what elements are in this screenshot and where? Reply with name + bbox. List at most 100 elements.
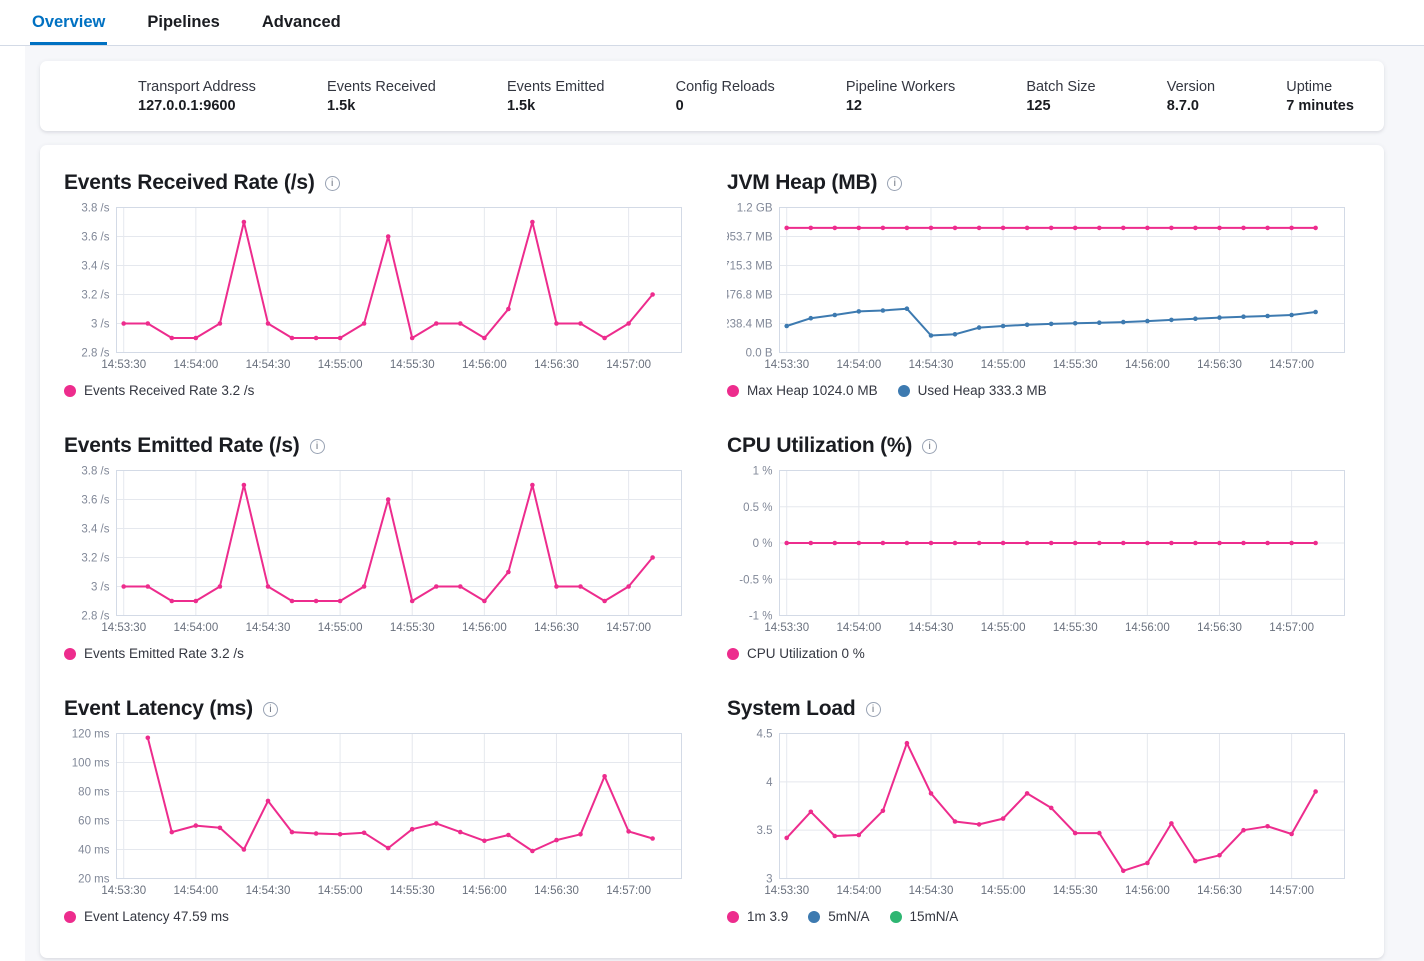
data-point	[434, 821, 439, 826]
data-point	[385, 845, 391, 851]
tab-pipelines[interactable]: Pipelines	[145, 0, 221, 45]
legend-item[interactable]: CPU Utilization 0 %	[727, 646, 865, 661]
data-point	[1169, 317, 1174, 323]
data-point	[313, 335, 319, 341]
chart-canvas: 14:53:30 14:54:00 14:54:30 14:55:00 14:55:30…	[739, 466, 1345, 634]
data-point	[1217, 225, 1222, 231]
y-axis-tick-label: 3.4 /s	[81, 524, 109, 536]
info-icon[interactable]: i	[922, 438, 938, 454]
series-line	[122, 484, 654, 602]
chart-canvas: 14:53:30 14:54:00 14:54:30 14:55:00 14:55:30…	[72, 729, 682, 897]
x-axis-tick-label: 14:56:00	[462, 885, 507, 897]
info-icon[interactable]: i	[865, 701, 881, 717]
data-point	[1072, 321, 1078, 326]
chart-events-emitted-rate: Events Emitted Rate (/s) i 14:53:30 14:54…	[64, 434, 697, 661]
y-axis-tick-label: 4	[766, 777, 773, 789]
summary-label: Events Emitted	[506, 78, 605, 95]
legend-item[interactable]: Max Heap 1024.0 MB	[727, 383, 878, 398]
summary-batch-size: Batch Size 125	[1026, 79, 1095, 114]
data-point	[832, 312, 838, 318]
legend-label: Max Heap 1024.0 MB	[747, 383, 878, 398]
tab-overview[interactable]: Overview	[30, 0, 108, 45]
data-point	[1121, 540, 1126, 546]
data-point	[952, 225, 958, 231]
x-axis-tick-label: 14:57:00	[606, 885, 651, 897]
x-axis-tick-label: 14:54:00	[836, 359, 881, 371]
data-point	[832, 540, 838, 546]
data-point	[385, 234, 391, 239]
summary-label: Config Reloads	[675, 78, 775, 95]
data-point	[530, 848, 535, 854]
data-point	[434, 584, 439, 589]
chart-canvas: 14:53:30 14:54:00 14:54:30 14:55:00 14:55:30…	[727, 203, 1345, 371]
y-axis-tick-label: 80 ms	[78, 787, 110, 799]
legend-item[interactable]: Used Heap 333.3 MB	[897, 383, 1047, 398]
data-point	[169, 598, 175, 604]
legend-label: Events Received Rate 3.2 /s	[84, 383, 255, 398]
data-point	[1217, 315, 1222, 320]
data-point	[1193, 316, 1198, 321]
legend-item[interactable]: Events Emitted Rate 3.2 /s	[64, 646, 244, 661]
data-point	[241, 482, 247, 488]
legend-item[interactable]: 5mN/A	[808, 909, 870, 924]
chart-legend: Max Heap 1024.0 MB Used Heap 333.3 MB	[727, 383, 1360, 398]
data-point	[880, 808, 886, 814]
data-point	[976, 540, 982, 546]
data-point	[904, 306, 910, 311]
y-axis-tick-label: 0.5 %	[743, 502, 772, 514]
info-icon[interactable]: i	[262, 701, 278, 717]
data-point	[1241, 225, 1246, 231]
x-axis-tick-label: 14:54:00	[173, 622, 218, 634]
data-point	[976, 325, 982, 330]
legend-dot	[727, 384, 739, 397]
data-point	[1169, 225, 1174, 231]
data-point	[904, 540, 910, 546]
data-point	[784, 323, 789, 329]
data-point	[1000, 323, 1006, 329]
data-point	[880, 540, 886, 546]
y-axis-tick-label: 0.0 B	[746, 348, 773, 360]
x-axis-tick-label: 14:56:00	[1125, 622, 1170, 634]
info-icon[interactable]: i	[309, 438, 325, 454]
y-axis-tick-label: 0 %	[753, 538, 773, 550]
data-point	[409, 826, 415, 832]
chart-legend: Event Latency 47.59 ms	[64, 909, 697, 924]
x-axis-tick-label: 14:56:00	[1125, 885, 1170, 897]
data-point	[808, 540, 814, 546]
data-point	[241, 219, 247, 225]
summary-value: 0	[675, 97, 684, 114]
legend-item[interactable]: 15mN/A	[889, 909, 958, 924]
y-axis-tick-label: 3.6 /s	[81, 495, 109, 507]
legend-dot	[64, 384, 76, 397]
legend-item[interactable]: Events Received Rate 3.2 /s	[64, 383, 254, 398]
data-point	[904, 225, 910, 231]
data-point	[1145, 225, 1150, 231]
y-axis-tick-label: 3.5	[757, 825, 773, 837]
x-axis-tick-label: 14:54:30	[246, 885, 291, 897]
legend-item[interactable]: Event Latency 47.59 ms	[64, 909, 229, 924]
data-point	[784, 225, 789, 231]
y-axis-tick-label: 476.8 MB	[727, 290, 773, 302]
data-point	[626, 584, 631, 589]
legend-item[interactable]: 1m 3.9	[727, 909, 788, 924]
data-point	[361, 321, 367, 326]
data-point	[1313, 540, 1318, 546]
data-point	[409, 335, 415, 341]
node-summary-bar: Transport Address 127.0.0.1:9600 Events …	[40, 61, 1384, 131]
chart-legend: Events Received Rate 3.2 /s	[64, 383, 697, 398]
chart-legend: 1m 3.9 5mN/A 15mN/A	[727, 909, 1360, 924]
data-point	[1265, 540, 1270, 546]
series-line	[146, 736, 654, 852]
y-axis-tick-label: 2.8 /s	[81, 348, 109, 360]
tab-advanced[interactable]: Advanced	[260, 0, 343, 45]
data-point	[506, 306, 511, 312]
data-point	[289, 335, 295, 341]
y-axis-tick-label: 1 %	[753, 466, 773, 478]
data-point	[650, 292, 655, 297]
info-icon[interactable]: i	[324, 175, 340, 191]
data-point	[1097, 830, 1102, 836]
info-icon[interactable]: i	[887, 175, 903, 191]
chart-title: JVM Heap (MB)	[727, 171, 878, 194]
chart-canvas: 14:53:30 14:54:00 14:54:30 14:55:00 14:55:30…	[757, 729, 1345, 897]
data-point	[554, 321, 559, 326]
